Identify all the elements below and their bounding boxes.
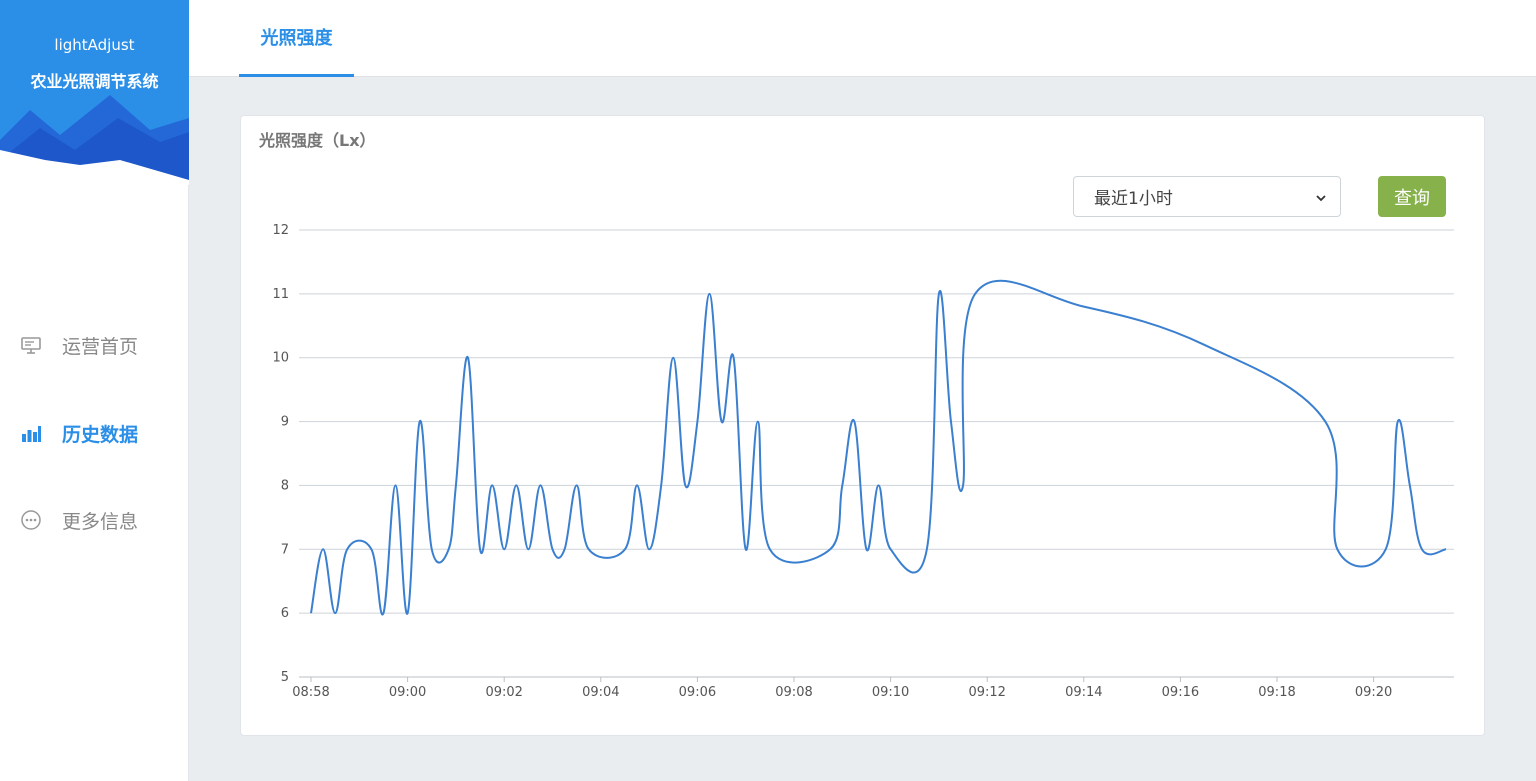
y-tick-label: 11 bbox=[272, 287, 289, 302]
time-range-value: 最近1小时 bbox=[1094, 189, 1173, 209]
sidebar-item-history[interactable]: 历史数据 bbox=[0, 408, 189, 458]
x-tick-label: 09:06 bbox=[679, 685, 716, 700]
sidebar-item-label: 更多信息 bbox=[62, 510, 139, 533]
time-range-select[interactable]: 最近1小时 bbox=[1073, 176, 1341, 217]
x-tick-label: 09:12 bbox=[968, 685, 1005, 700]
bar-chart-icon bbox=[20, 422, 42, 444]
sidebar-item-dashboard[interactable]: 运营首页 bbox=[0, 320, 189, 370]
brand-banner: lightAdjust 农业光照调节系统 bbox=[0, 0, 189, 185]
y-tick-label: 7 bbox=[281, 542, 289, 557]
x-tick-label: 09:04 bbox=[582, 685, 619, 700]
sidebar-item-more[interactable]: 更多信息 bbox=[0, 495, 189, 545]
y-tick-label: 5 bbox=[281, 670, 289, 685]
y-tick-label: 6 bbox=[281, 606, 289, 621]
sidebar-item-label: 历史数据 bbox=[62, 423, 139, 446]
x-tick-label: 08:58 bbox=[292, 685, 329, 700]
app-title: 农业光照调节系统 bbox=[30, 72, 159, 91]
y-tick-label: 8 bbox=[281, 478, 289, 493]
chart-card: 光照强度（Lx） 5 6 7 8 9 10 11 12 08:58 09:00 09:02 09:04… bbox=[240, 115, 1485, 736]
chevron-down-icon bbox=[1314, 190, 1328, 210]
app-name: lightAdjust bbox=[54, 36, 135, 54]
more-icon bbox=[20, 509, 42, 531]
x-tick-label: 09:18 bbox=[1258, 685, 1295, 700]
y-tick-label: 9 bbox=[281, 415, 289, 430]
series-line bbox=[310, 279, 1447, 616]
query-button[interactable]: 查询 bbox=[1378, 176, 1446, 217]
top-header: 光照强度 bbox=[189, 0, 1536, 77]
banner-mountains bbox=[0, 0, 189, 185]
sidebar-item-label: 运营首页 bbox=[62, 335, 139, 358]
light-chart: 5 6 7 8 9 10 11 12 08:58 09:00 09:02 09:04 09:06 09:0… bbox=[272, 223, 1454, 700]
y-tick-label: 10 bbox=[272, 351, 289, 366]
card-title: 光照强度（Lx） bbox=[259, 131, 376, 150]
x-tick-label: 09:08 bbox=[775, 685, 812, 700]
x-tick-label: 09:00 bbox=[389, 685, 426, 700]
sidebar: lightAdjust 农业光照调节系统 运营首页 历史数据 bbox=[0, 0, 189, 781]
tab-light-intensity[interactable]: 光照强度 bbox=[239, 0, 354, 77]
x-tick-label: 09:14 bbox=[1065, 685, 1102, 700]
x-tick-label: 09:16 bbox=[1162, 685, 1199, 700]
x-tick-label: 09:20 bbox=[1355, 685, 1392, 700]
y-tick-label: 12 bbox=[272, 223, 289, 238]
x-tick-label: 09:02 bbox=[485, 685, 522, 700]
monitor-icon bbox=[20, 334, 42, 356]
x-tick-label: 09:10 bbox=[872, 685, 909, 700]
